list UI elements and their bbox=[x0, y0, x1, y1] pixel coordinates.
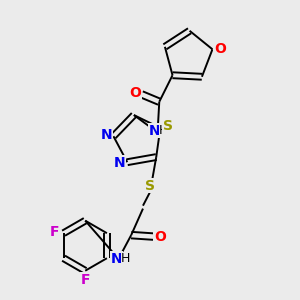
Text: S: S bbox=[145, 178, 155, 193]
Text: O: O bbox=[154, 230, 166, 244]
Text: N: N bbox=[114, 156, 126, 170]
Text: F: F bbox=[80, 273, 90, 286]
Text: O: O bbox=[214, 42, 226, 56]
Text: N: N bbox=[100, 128, 112, 142]
Text: H: H bbox=[121, 252, 130, 265]
Text: N: N bbox=[148, 124, 160, 138]
Text: O: O bbox=[129, 86, 141, 100]
Text: N: N bbox=[111, 252, 122, 266]
Text: F: F bbox=[50, 225, 59, 239]
Text: H: H bbox=[159, 124, 168, 137]
Text: S: S bbox=[163, 119, 173, 134]
